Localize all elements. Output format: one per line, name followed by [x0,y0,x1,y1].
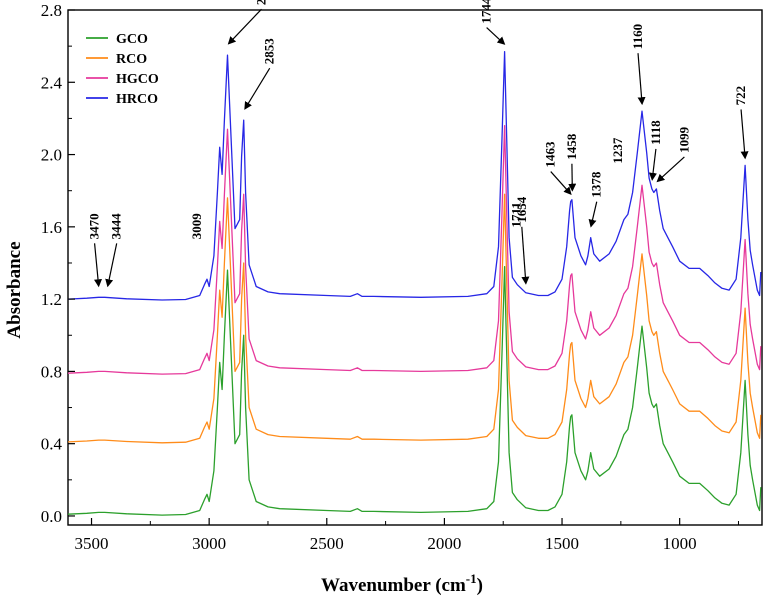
peak-label-3470: 3470 [87,213,102,239]
legend-label-rco: RCO [116,52,147,67]
peak-label-1237: 1237 [610,137,625,164]
peak-label-2853: 2853 [262,38,277,65]
series-line-hrco [67,50,762,301]
peak-arrow-2853 [244,67,271,110]
peak-arrow-1463 [550,171,572,196]
legend: GCO RCO HGCO HRCO [86,32,159,107]
peak-arrow-1744 [486,27,506,45]
x-axis-title: Wavenumber (cm-1) [321,571,483,596]
peak-arrow-1654 [521,226,530,285]
peak-arrow-1378 [588,201,598,228]
peak-arrow-3444 [105,243,118,288]
peak-label-1099: 1099 [676,126,691,153]
legend-label-hrco: HRCO [116,92,158,107]
peak-label-3009: 3009 [189,213,204,240]
peak-label-1118: 1118 [648,120,663,145]
series-line-hgco [67,124,762,375]
peak-label-1160: 1160 [630,24,645,49]
peak-arrow-2922 [227,8,262,45]
peak-label-2922: 2922 [254,0,269,5]
peak-label-1463: 1463 [543,141,558,168]
x-tick-label: 1500 [545,534,579,553]
spectra-lines [67,50,762,516]
peak-label-1378: 1378 [589,171,604,198]
series-line-gco [67,265,762,516]
peak-label-1654: 1654 [514,196,529,223]
y-tick-label: 1.2 [41,290,62,309]
plot-border [67,9,763,526]
y-tick-label: 1.6 [41,218,62,237]
peak-arrow-3470 [93,243,102,288]
peak-arrow-722 [740,109,749,160]
legend-label-gco: GCO [116,32,148,47]
y-tick-label: 2.0 [41,146,62,165]
peak-label-3444: 3444 [109,213,124,240]
y-tick-label: 2.4 [41,73,63,92]
x-tick-label: 2000 [427,534,461,553]
axes: 3500 3000 2500 2000 1500 1000 0.0 0.4 0.8 1.2 1.6 2… [41,1,739,553]
peak-label-722: 722 [733,86,748,106]
y-tick-label: 0.4 [41,435,63,454]
y-tick-label: 2.8 [41,1,62,20]
peak-label-1744: 1744 [479,0,494,24]
y-axis-title: Absorbance [4,241,25,338]
peak-arrow-1118 [649,148,657,181]
series-line-rco [67,193,762,444]
x-tick-label: 1000 [663,534,697,553]
peak-arrow-1160 [637,53,646,106]
x-tick-label: 3000 [192,534,226,553]
peak-label-1711: 1711 [508,202,523,227]
plot-area [67,9,763,526]
peak-label-1458: 1458 [564,133,579,160]
peak-arrow-1099 [656,156,685,183]
y-tick-label: 0.8 [41,362,62,381]
x-tick-label: 2500 [310,534,344,553]
x-tick-label: 3500 [75,534,109,553]
y-tick-label: 0.0 [41,507,62,526]
legend-label-hgco: HGCO [116,72,159,87]
